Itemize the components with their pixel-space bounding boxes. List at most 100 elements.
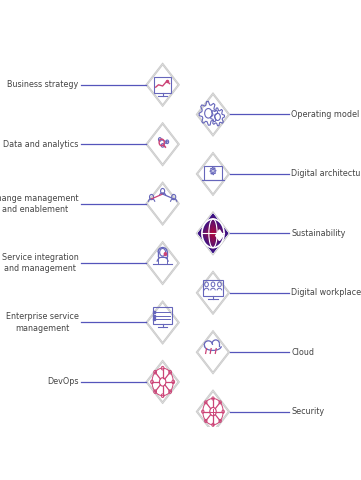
Text: Business strategy: Business strategy bbox=[8, 80, 79, 89]
Text: Digital workplace: Digital workplace bbox=[291, 288, 361, 297]
Polygon shape bbox=[212, 232, 214, 234]
Polygon shape bbox=[205, 223, 221, 244]
Polygon shape bbox=[209, 229, 217, 238]
Text: Cloud: Cloud bbox=[291, 348, 314, 357]
Polygon shape bbox=[205, 222, 221, 244]
Polygon shape bbox=[208, 227, 218, 240]
Text: Operating model: Operating model bbox=[291, 110, 360, 119]
Polygon shape bbox=[206, 225, 219, 241]
Polygon shape bbox=[209, 228, 217, 239]
Polygon shape bbox=[206, 224, 220, 243]
Text: DevOps: DevOps bbox=[47, 377, 79, 386]
Polygon shape bbox=[200, 216, 226, 250]
Polygon shape bbox=[146, 182, 179, 226]
Polygon shape bbox=[211, 230, 215, 236]
Polygon shape bbox=[203, 220, 223, 247]
Polygon shape bbox=[212, 232, 214, 235]
Polygon shape bbox=[210, 229, 216, 238]
Polygon shape bbox=[198, 214, 228, 253]
Polygon shape bbox=[147, 302, 178, 342]
Polygon shape bbox=[209, 228, 217, 239]
Polygon shape bbox=[211, 231, 215, 236]
Polygon shape bbox=[204, 222, 222, 245]
Polygon shape bbox=[212, 231, 214, 235]
Polygon shape bbox=[198, 214, 228, 253]
Polygon shape bbox=[199, 216, 227, 251]
Polygon shape bbox=[147, 243, 178, 283]
Polygon shape bbox=[146, 360, 179, 404]
Text: Service integration
and management: Service integration and management bbox=[2, 253, 79, 273]
Polygon shape bbox=[203, 220, 223, 246]
Polygon shape bbox=[212, 231, 214, 235]
Polygon shape bbox=[202, 219, 224, 247]
Circle shape bbox=[164, 252, 166, 255]
Polygon shape bbox=[206, 224, 220, 242]
Polygon shape bbox=[204, 222, 222, 245]
Polygon shape bbox=[197, 332, 229, 372]
Polygon shape bbox=[216, 230, 223, 240]
Polygon shape bbox=[198, 214, 228, 252]
Polygon shape bbox=[206, 225, 219, 242]
Polygon shape bbox=[202, 219, 224, 248]
Polygon shape bbox=[211, 230, 215, 236]
Polygon shape bbox=[207, 226, 219, 241]
Polygon shape bbox=[208, 227, 218, 240]
Polygon shape bbox=[211, 231, 215, 236]
Polygon shape bbox=[205, 223, 221, 243]
Polygon shape bbox=[208, 227, 218, 240]
Polygon shape bbox=[204, 221, 222, 245]
Polygon shape bbox=[212, 233, 214, 234]
Polygon shape bbox=[207, 226, 219, 241]
Text: Change management
and enablement: Change management and enablement bbox=[0, 193, 79, 214]
Polygon shape bbox=[210, 229, 216, 237]
Polygon shape bbox=[147, 362, 178, 402]
Text: Data and analytics: Data and analytics bbox=[3, 140, 79, 149]
Polygon shape bbox=[196, 330, 230, 374]
Polygon shape bbox=[196, 390, 230, 433]
Polygon shape bbox=[196, 271, 230, 314]
Polygon shape bbox=[146, 63, 179, 107]
Bar bbox=[204, 166, 222, 180]
Polygon shape bbox=[203, 221, 223, 246]
Polygon shape bbox=[196, 152, 230, 196]
Polygon shape bbox=[208, 227, 218, 240]
Polygon shape bbox=[205, 223, 221, 244]
Bar bbox=[153, 307, 172, 324]
Polygon shape bbox=[203, 220, 223, 247]
Polygon shape bbox=[206, 224, 220, 242]
Polygon shape bbox=[200, 216, 226, 251]
Polygon shape bbox=[205, 223, 221, 243]
Polygon shape bbox=[196, 93, 230, 136]
Polygon shape bbox=[197, 154, 229, 194]
Polygon shape bbox=[208, 228, 218, 240]
Polygon shape bbox=[146, 122, 179, 166]
Polygon shape bbox=[205, 224, 221, 243]
Polygon shape bbox=[204, 221, 222, 246]
Polygon shape bbox=[197, 95, 229, 134]
Polygon shape bbox=[209, 228, 217, 239]
Polygon shape bbox=[210, 230, 216, 237]
Polygon shape bbox=[210, 229, 216, 237]
Bar bbox=[203, 280, 223, 296]
Text: Digital architecture: Digital architecture bbox=[291, 169, 361, 179]
Polygon shape bbox=[196, 212, 230, 255]
Polygon shape bbox=[201, 218, 225, 248]
Polygon shape bbox=[197, 273, 229, 312]
Bar bbox=[158, 257, 167, 264]
Text: Security: Security bbox=[291, 407, 325, 416]
Polygon shape bbox=[202, 219, 224, 248]
Polygon shape bbox=[146, 241, 179, 285]
Text: Enterprise service
management: Enterprise service management bbox=[6, 312, 79, 333]
Polygon shape bbox=[200, 216, 226, 251]
Polygon shape bbox=[203, 220, 223, 247]
Polygon shape bbox=[147, 124, 178, 164]
Polygon shape bbox=[209, 228, 217, 239]
Polygon shape bbox=[208, 226, 218, 240]
Polygon shape bbox=[203, 221, 223, 246]
Polygon shape bbox=[200, 216, 226, 250]
Bar bbox=[154, 77, 171, 93]
Polygon shape bbox=[207, 226, 219, 241]
Polygon shape bbox=[199, 216, 227, 251]
Polygon shape bbox=[204, 222, 222, 244]
Polygon shape bbox=[202, 219, 224, 248]
